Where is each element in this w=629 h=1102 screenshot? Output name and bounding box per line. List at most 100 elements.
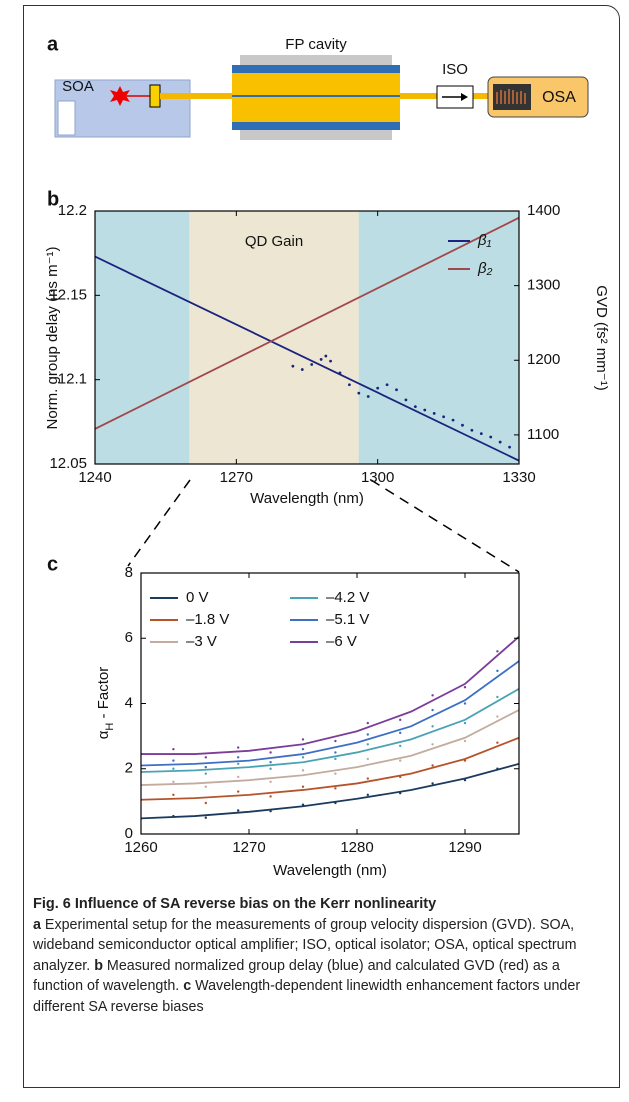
data-point	[366, 793, 369, 797]
data-point	[269, 751, 272, 754]
data-point	[463, 702, 467, 705]
data-point	[172, 793, 175, 797]
data-point	[496, 650, 499, 653]
text: - Factor	[95, 667, 112, 723]
data-point	[334, 751, 337, 754]
soa-port	[57, 100, 76, 136]
series-line	[141, 736, 519, 801]
series-line	[141, 709, 519, 786]
data-point	[496, 715, 499, 718]
data-point	[237, 790, 240, 793]
zoom-connector	[127, 479, 520, 573]
panel-label: b	[47, 188, 59, 210]
legend-label: –3 V	[186, 633, 217, 650]
mirror	[232, 122, 400, 130]
x-tick-label: 1270	[220, 469, 253, 486]
y-axis-label: αH - Factor	[95, 667, 116, 739]
x-tick-label: 1270	[232, 839, 265, 856]
data-point	[204, 801, 207, 805]
x-tick-label: 1240	[78, 469, 111, 486]
data-point	[366, 721, 369, 725]
data-point	[461, 423, 464, 427]
data-point	[431, 725, 434, 728]
data-point	[376, 386, 380, 390]
data-point	[301, 769, 305, 772]
data-point	[431, 764, 434, 767]
x-axis-label: Wavelength (nm)	[273, 862, 387, 879]
label: OSA	[542, 89, 576, 106]
caption-panel-letter: a	[33, 916, 41, 933]
data-point	[395, 388, 398, 392]
data-point	[498, 440, 502, 444]
caption-panel-letter: c	[183, 978, 192, 994]
data-point	[404, 398, 408, 402]
data-point	[489, 435, 493, 439]
osa-spectrum	[496, 89, 526, 104]
caption-text: Measured normalized group delay (blue) a…	[33, 957, 560, 995]
legend-label: β₁	[477, 232, 492, 249]
series-line	[141, 762, 519, 820]
iso-arrow-head	[461, 93, 468, 101]
data-point	[399, 744, 402, 748]
data-point	[301, 738, 305, 741]
x-tick-label: 1260	[124, 839, 157, 856]
figure-frame	[23, 5, 620, 1088]
data-point	[423, 408, 427, 412]
data-point	[442, 415, 446, 419]
data-point	[172, 767, 175, 770]
region-label: QD Gain	[245, 233, 303, 250]
y-tick-label: 12.05	[49, 455, 87, 472]
data-point	[172, 759, 175, 762]
y-tick-label: 12.2	[58, 202, 87, 219]
data-point	[496, 695, 499, 699]
legend-label: –6 V	[326, 633, 357, 650]
label: ISO	[442, 61, 468, 78]
data-point	[237, 756, 240, 759]
y2-tick-label: 1200	[527, 351, 560, 368]
data-point	[334, 757, 337, 761]
data-point	[172, 780, 175, 783]
series-line	[141, 688, 519, 773]
y-tick-label: 12.1	[58, 371, 87, 388]
data-point	[334, 739, 337, 743]
data-point	[399, 731, 402, 735]
laser-icon	[110, 86, 130, 106]
data-point	[463, 739, 467, 743]
data-point	[319, 358, 323, 361]
plot-frame	[94, 210, 520, 465]
legend-label: 0 V	[186, 589, 209, 606]
label: SOA	[62, 78, 94, 95]
y2-tick-label: 1100	[527, 426, 559, 443]
x-tick-label: 1290	[448, 839, 481, 856]
data-point	[431, 743, 434, 746]
series-line	[141, 660, 519, 767]
y2-axis-label: GVD (fs² mm⁻¹)	[593, 285, 610, 390]
data-point	[204, 785, 207, 788]
y-tick-label: 2	[125, 760, 133, 777]
data-point	[269, 767, 272, 770]
data-point	[237, 775, 240, 779]
data-point	[324, 354, 328, 358]
plot-area	[141, 635, 519, 820]
x-tick-label: 1280	[340, 839, 373, 856]
caption: Fig. 6 Influence of SA reverse bias on t…	[33, 894, 613, 1017]
data-point	[237, 809, 240, 812]
y-axis-label: Norm. group delay (ns m⁻¹)	[44, 247, 61, 430]
data-point	[385, 383, 389, 387]
data-point	[301, 747, 305, 751]
series-line	[141, 635, 519, 755]
series-line	[95, 216, 519, 430]
y-tick-label: 6	[125, 629, 133, 646]
caption-text: Experimental setup for the measurements …	[33, 916, 577, 974]
data-point	[310, 363, 314, 366]
data-point	[301, 756, 305, 759]
legend-label: –4.2 V	[326, 589, 369, 606]
panel-label: a	[47, 33, 59, 55]
caption-panel-letter: b	[94, 957, 103, 974]
data-point	[204, 765, 207, 769]
legend-label: –5.1 V	[326, 611, 369, 628]
data-point	[366, 757, 369, 761]
data-point	[451, 418, 455, 422]
legend-label: –1.8 V	[186, 611, 229, 628]
